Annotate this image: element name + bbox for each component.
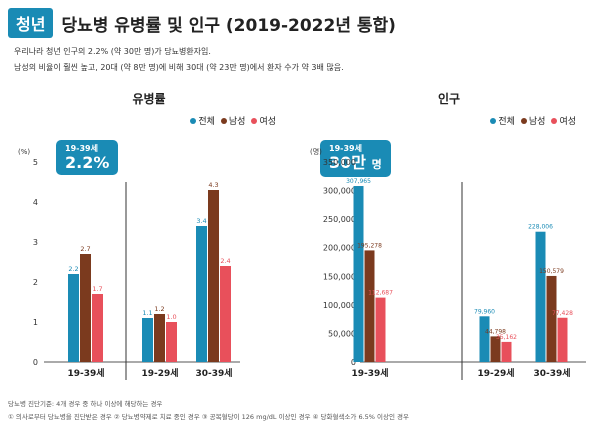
prevalence-callout: 19-39세 2.2%	[56, 140, 119, 175]
y-tick-label: 200,000	[323, 244, 356, 253]
data-label-total-2: 228,006	[528, 224, 553, 231]
y-unit-label: (명)	[310, 147, 322, 156]
y-tick-label: 5	[33, 158, 38, 167]
y-tick-label: 350,000	[323, 158, 356, 167]
page-title: 당뇨병 유병률 및 인구 (2019-2022년 통합)	[61, 15, 396, 36]
x-category-label: 19-29세	[477, 367, 514, 379]
population-legend: 전체 남성 여성	[490, 114, 576, 127]
data-label-female-1: 1.0	[166, 313, 176, 321]
bar-female-1	[166, 322, 177, 362]
bar-male-2	[208, 190, 219, 362]
bar-total-1	[479, 316, 490, 362]
bar-total-0	[353, 186, 364, 362]
data-label-female-2: 2.4	[220, 257, 230, 265]
y-tick-label: 250,000	[323, 215, 356, 224]
population-callout-value: 30만 명	[329, 154, 382, 174]
population-callout-sub: 19-39세	[329, 144, 362, 153]
bar-male-0	[80, 254, 91, 362]
population-chart: (명) 0 50,000 100,000 150,000 200,000 250,000 30…	[310, 147, 586, 380]
y-tick-label: 3	[33, 238, 38, 247]
data-label-male-1: 1.2	[154, 305, 164, 313]
y-unit-label: (%)	[18, 148, 30, 156]
bar-female-0	[375, 297, 386, 362]
population-panel: 인구 전체 남성 여성 19-39세 30만 명 (명) 0 50,000 100,0…	[304, 86, 594, 386]
x-category-label: 19-39세	[67, 367, 104, 379]
legend-male: 남성	[220, 114, 246, 127]
legend-female-label: 여성	[259, 117, 276, 127]
legend-total-swatch	[490, 117, 497, 124]
footnote-criteria: 당뇨병 진단기준: 4개 경우 중 하나 이상에 해당하는 경우	[8, 400, 163, 408]
legend-female: 여성	[251, 114, 276, 127]
data-label-male-2: 4.3	[208, 181, 218, 189]
y-tick-label: 50,000	[328, 329, 356, 338]
bar-total-0	[68, 274, 79, 362]
x-category-label: 30-39세	[195, 367, 232, 379]
y-tick-label: 150,000	[323, 272, 356, 281]
population-callout-unit: 명	[371, 158, 382, 171]
prevalence-title: 유병률	[132, 92, 166, 106]
population-callout: 19-39세 30만 명	[320, 140, 391, 177]
legend-female: 여성	[551, 114, 576, 127]
legend-male: 남성	[520, 114, 546, 127]
prevalence-legend: 전체 남성 여성	[190, 114, 276, 127]
bar-total-2	[196, 226, 207, 362]
data-label-male-1: 44,798	[485, 328, 506, 335]
data-label-total-1: 79,960	[474, 308, 495, 315]
description-line-1: 우리나라 청년 인구의 2.2% (약 30만 명)가 당뇨병환자임.	[14, 47, 211, 56]
bar-female-2	[220, 266, 231, 362]
data-label-male-0: 195,278	[357, 242, 382, 249]
data-label-total-0: 307,965	[346, 178, 371, 185]
legend-female-label: 여성	[559, 117, 576, 127]
data-label-total-1: 1.1	[142, 309, 152, 317]
youth-badge: 청년	[8, 8, 54, 38]
prevalence-panel: 유병률 전체 남성 여성 19-39세 2.2% (%) 0 1 2 3 4 5 2.2 2.7…	[4, 86, 294, 386]
y-tick-label: 0	[33, 358, 38, 367]
legend-male-swatch	[220, 117, 227, 124]
legend-male-label: 남성	[228, 117, 246, 127]
x-category-label: 19-39세	[351, 367, 388, 379]
bar-male-1	[154, 314, 165, 362]
bar-male-2	[546, 275, 557, 362]
legend-total-label: 전체	[198, 117, 215, 127]
data-label-female-2: 77,428	[552, 310, 573, 317]
bar-total-2	[535, 231, 546, 362]
x-category-label: 30-39세	[533, 367, 570, 379]
prevalence-callout-sub: 19-39세	[65, 144, 98, 153]
header: 청년 당뇨병 유병률 및 인구 (2019-2022년 통합)	[8, 8, 396, 38]
data-label-male-2: 150,579	[539, 268, 564, 275]
bar-male-0	[364, 250, 375, 362]
y-tick-label: 2	[33, 278, 38, 287]
data-label-total-2: 3.4	[196, 217, 206, 225]
prevalence-callout-value: 2.2%	[65, 153, 110, 172]
legend-male-swatch	[520, 117, 527, 124]
y-tick-label: 4	[33, 198, 38, 207]
legend-total-label: 전체	[498, 117, 515, 127]
legend-total: 전체	[190, 114, 215, 127]
data-label-female-0: 112,687	[368, 290, 393, 297]
footnote-conditions: ① 의사로부터 당뇨병을 진단받은 경우 ② 당뇨병약제로 치료 중인 경우 ③…	[8, 413, 409, 421]
data-label-female-1: 35,162	[496, 334, 517, 341]
data-label-male-0: 2.7	[80, 245, 90, 253]
legend-female-swatch	[551, 117, 558, 124]
legend-male-label: 남성	[528, 117, 546, 127]
x-category-label: 19-29세	[141, 367, 178, 379]
legend-total-swatch	[190, 117, 197, 124]
y-tick-label: 300,000	[323, 187, 356, 196]
y-tick-label: 1	[33, 318, 38, 327]
bar-total-1	[142, 318, 153, 362]
data-label-total-0: 2.2	[68, 265, 78, 273]
bar-female-1	[501, 341, 512, 362]
population-title: 인구	[437, 92, 461, 106]
legend-total: 전체	[490, 114, 515, 127]
data-label-female-0: 1.7	[92, 285, 102, 293]
y-tick-label: 0	[351, 358, 356, 367]
y-tick-label: 100,000	[323, 301, 356, 310]
population-callout-number: 30만	[329, 153, 366, 172]
bar-female-0	[92, 294, 103, 362]
bar-female-2	[557, 317, 568, 362]
legend-female-swatch	[251, 117, 258, 124]
bar-male-1	[490, 336, 501, 362]
prevalence-chart: (%) 0 1 2 3 4 5 2.2 2.7 1.7 1.1 1.21.0 3.4 4.3 2.4 19-3…	[18, 148, 240, 380]
description-line-2: 남성의 비율이 훨씬 높고, 20대 (약 8만 명)에 비해 30대 (약 2…	[14, 63, 344, 72]
